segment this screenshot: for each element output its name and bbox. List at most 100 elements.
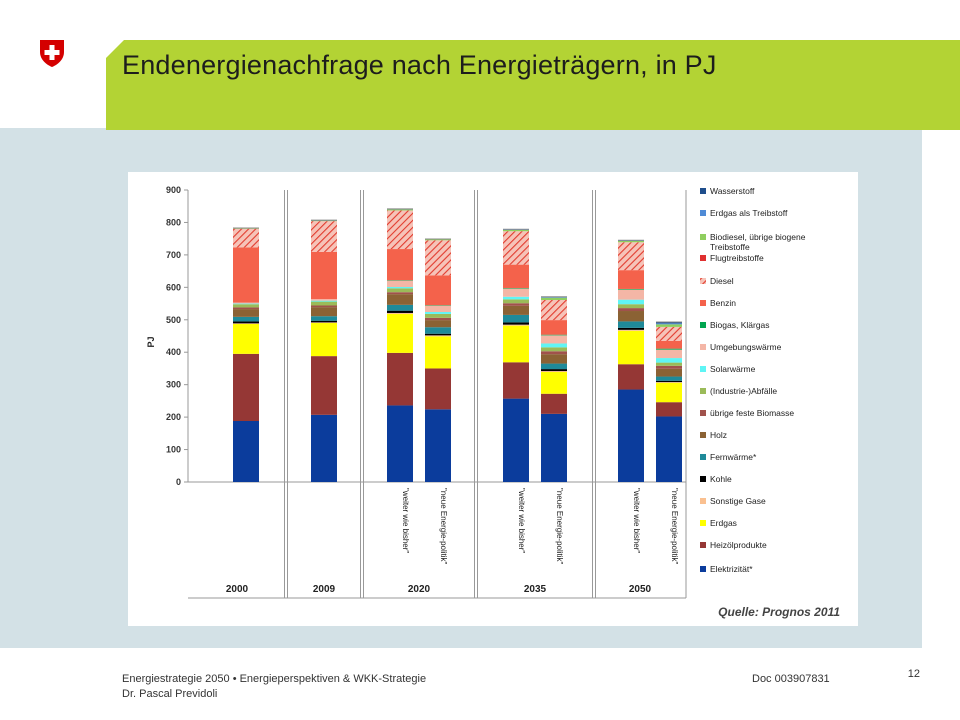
bar-segment — [618, 270, 644, 289]
legend-label: Heizölprodukte — [710, 540, 767, 550]
bar-segment — [387, 294, 413, 305]
bar-segment — [656, 326, 682, 341]
bar-segment — [656, 322, 682, 324]
bar-segment — [618, 242, 644, 271]
legend-label: Erdgas — [710, 518, 737, 528]
group-label: 2009 — [313, 584, 336, 595]
bar-segment — [387, 288, 413, 293]
legend-label: Umgebungswärme — [710, 342, 782, 352]
bar-segment — [618, 299, 644, 305]
bar-segment — [541, 354, 567, 364]
bar-segment — [656, 382, 682, 403]
legend-label: Elektrizität* — [710, 564, 753, 574]
bar-segment — [656, 365, 682, 369]
bar-segment — [541, 372, 567, 394]
bar-segment — [503, 362, 529, 399]
legend-label: Biogas, Klärgas — [710, 320, 770, 330]
bar-segment — [233, 228, 259, 248]
bar-segment — [503, 322, 529, 325]
bar-segment — [503, 287, 529, 289]
bar-segment — [425, 320, 451, 328]
legend-label: Sonstige Gase — [710, 496, 766, 506]
bar-segment — [425, 275, 451, 306]
bar-segment — [311, 299, 337, 301]
bar-segment — [311, 221, 337, 252]
bar-segment — [541, 320, 567, 335]
legend-label: Holz — [710, 430, 727, 440]
legend-swatch — [700, 344, 706, 350]
bar-segment — [387, 292, 413, 295]
bar-segment — [233, 323, 259, 354]
bar-segment — [425, 317, 451, 321]
bar-segment — [387, 312, 413, 314]
bar-segment — [233, 307, 259, 310]
bar-segment — [233, 303, 259, 305]
bar-segment — [618, 321, 644, 328]
bar-segment — [425, 239, 451, 241]
bar-segment — [387, 280, 413, 288]
bar-segment — [656, 324, 682, 327]
bar-segment — [387, 210, 413, 250]
group-label: 2035 — [524, 584, 547, 595]
legend-swatch — [700, 234, 706, 240]
bar-segment — [503, 229, 529, 232]
bar-segment — [656, 376, 682, 381]
legend-swatch — [700, 476, 706, 482]
legend-label: Biodiesel, übrige biogene Treibstoffe — [710, 232, 806, 252]
bar-segment — [656, 349, 682, 359]
legend-swatch — [700, 498, 706, 504]
bar-scenario-label: "weiter wie bisher" — [401, 488, 410, 553]
y-tick-label: 0 — [176, 477, 181, 487]
y-axis-label: PJ — [146, 336, 156, 347]
footer-line1: Energiestrategie 2050 • Energieperspekti… — [122, 673, 427, 685]
legend-label: Benzin — [710, 298, 736, 308]
bar-segment — [541, 393, 567, 414]
bar-segment — [618, 240, 644, 243]
bar-segment — [656, 416, 682, 482]
y-tick-label: 300 — [166, 380, 181, 390]
y-tick-label: 500 — [166, 315, 181, 325]
legend-label: Diesel — [710, 276, 734, 286]
bar-segment — [618, 311, 644, 322]
bar-segment — [387, 287, 413, 289]
bar-segment — [503, 288, 529, 297]
chart-panel: 0 100 200 300 400 500 600 700 800 900 2000 2009 2020… — [128, 172, 858, 626]
bar-segment — [618, 327, 644, 330]
bar-segment — [233, 247, 259, 303]
bar-segment — [618, 304, 644, 309]
bar-segment — [233, 304, 259, 308]
y-tick-label: 600 — [166, 282, 181, 292]
bar-scenario-label: "weiter wie bisher" — [517, 488, 526, 553]
legend-label: Fernwärme* — [710, 452, 757, 462]
bar-segment — [311, 307, 337, 317]
bar-segment — [618, 288, 644, 290]
bar-segment — [618, 289, 644, 300]
bar-segment — [503, 314, 529, 323]
legend-label: (Industrie-)Abfälle — [710, 386, 777, 396]
bar-segment — [618, 364, 644, 390]
bar-segment — [425, 305, 451, 312]
bar-segment — [656, 368, 682, 377]
bar-segment — [425, 327, 451, 334]
legend-swatch — [700, 300, 706, 306]
bar-segment — [387, 280, 413, 281]
legend-label: Wasserstoff — [710, 186, 755, 196]
legend-swatch — [700, 520, 706, 526]
legend-label: übrige feste Biomasse — [710, 408, 794, 418]
bar-segment — [311, 320, 337, 323]
bar-segment — [387, 304, 413, 311]
bar-segment — [618, 330, 644, 365]
bar-segment — [387, 249, 413, 281]
bar-segment — [311, 356, 337, 415]
bar-scenario-label: "neue Energie-politik" — [555, 488, 564, 565]
bar-segment — [541, 347, 567, 352]
bar-scenario-label: "weiter wie bisher" — [632, 488, 641, 553]
legend-label: Flugtreibstoffe — [710, 253, 764, 263]
group-label: 2050 — [629, 584, 652, 595]
bar-segment — [425, 333, 451, 336]
bar-segment — [387, 209, 413, 211]
bar-segment — [425, 336, 451, 369]
bar-segment — [541, 299, 567, 321]
group-label: 2020 — [408, 584, 431, 595]
legend-swatch — [700, 542, 706, 548]
